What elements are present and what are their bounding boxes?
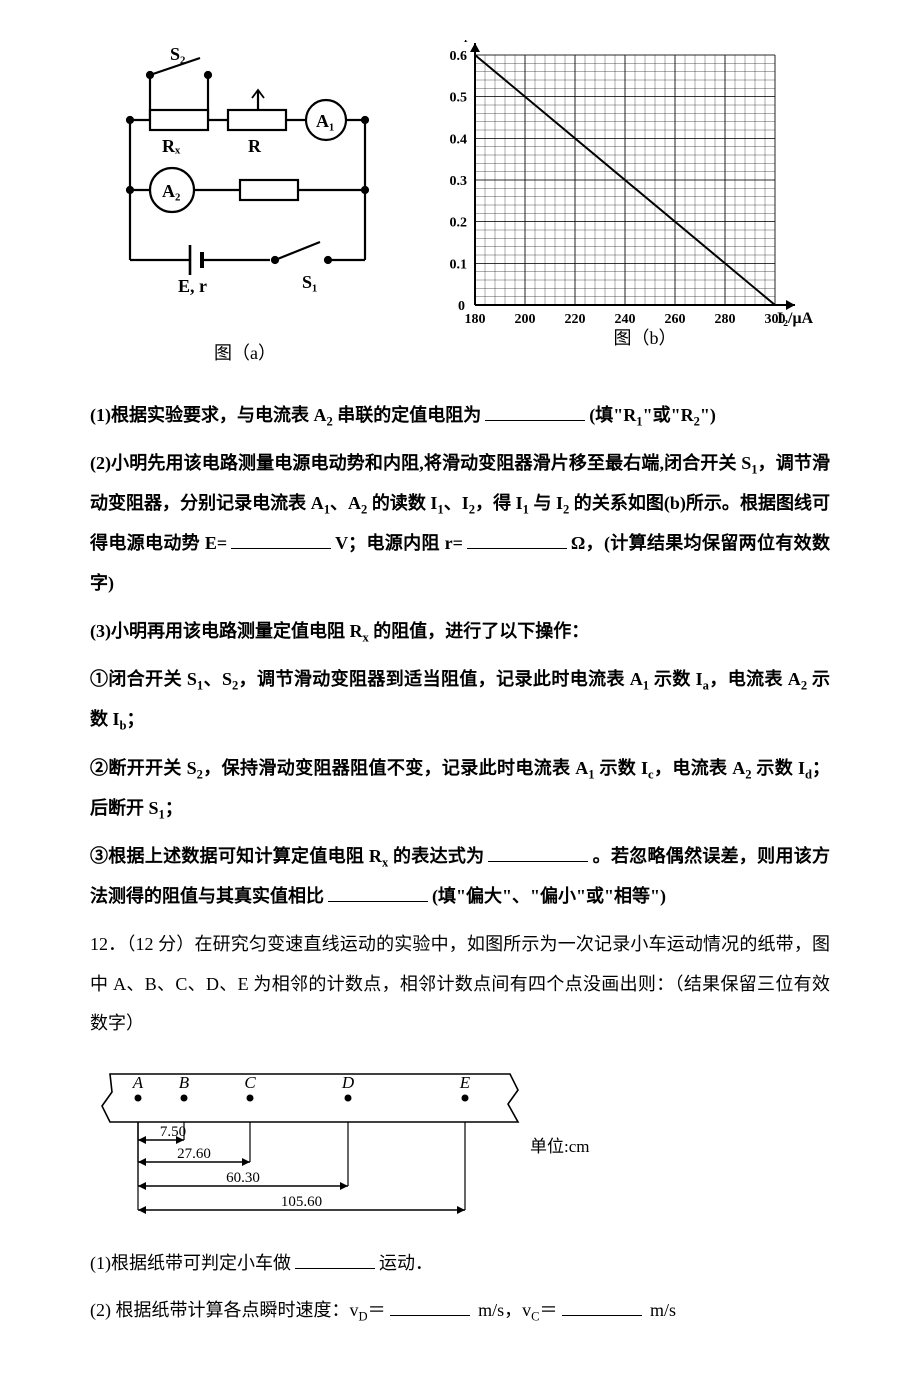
circuit-figure: S₂ Rₓ R A₁ A₂ E, r S₁ 图（a） xyxy=(90,40,400,374)
svg-text:I₁/A: I₁/A xyxy=(457,40,484,43)
graph-figure: 18020022024026028030000.10.20.30.40.50.6… xyxy=(420,40,820,350)
q3s1-t5: ，电流表 A xyxy=(709,669,801,689)
q3s2-t7: ； xyxy=(165,798,183,818)
q2-t7: 与 I xyxy=(529,493,563,513)
q3s3-t2: 的表达式为 xyxy=(388,846,484,866)
question-12-sub1: (1)根据纸带可判定小车做 运动． xyxy=(90,1244,830,1284)
q12s2-sD: D xyxy=(359,1310,368,1324)
svg-text:0: 0 xyxy=(458,299,465,314)
svg-text:0.5: 0.5 xyxy=(450,91,468,106)
svg-text:D: D xyxy=(341,1073,355,1092)
q12s1-t1: (1)根据纸带可判定小车做 xyxy=(90,1253,291,1273)
svg-text:27.60: 27.60 xyxy=(177,1146,211,1162)
q1-text-5: ") xyxy=(700,405,716,425)
blank-Rx-expr xyxy=(488,841,588,863)
svg-text:0.1: 0.1 xyxy=(450,257,468,272)
blank-r xyxy=(467,528,567,550)
svg-text:240: 240 xyxy=(615,312,636,327)
circuit-label-R: R xyxy=(248,136,262,156)
svg-text:0.2: 0.2 xyxy=(450,216,468,231)
svg-text:0.3: 0.3 xyxy=(450,174,468,189)
blank-q1 xyxy=(485,399,585,421)
blank-vD xyxy=(390,1295,470,1317)
q3s2-t2: ，保持滑动变阻器阻值不变，记录此时电流表 A xyxy=(203,758,588,778)
circuit-svg: S₂ Rₓ R A₁ A₂ E, r S₁ xyxy=(90,40,400,330)
graph-svg: 18020022024026028030000.10.20.30.40.50.6… xyxy=(420,40,820,350)
svg-text:A: A xyxy=(132,1073,144,1092)
q2-t5: 、I xyxy=(444,493,469,513)
tape-svg: A B C D E 7.50 27.60 60.30 105.60 单位:cm xyxy=(90,1062,630,1232)
figures-row: S₂ Rₓ R A₁ A₂ E, r S₁ 图（a） 180 200 220 240 2… xyxy=(90,40,830,374)
circuit-label-Er: E, r xyxy=(178,276,207,296)
svg-text:180: 180 xyxy=(465,312,486,327)
q3-t1: (3)小明再用该电路测量定值电阻 R xyxy=(90,621,363,641)
svg-text:I₂/μA: I₂/μA xyxy=(777,310,814,327)
question-2: (2)小明先用该电路测量电源电动势和内阻,将滑动变阻器滑片移至最右端,闭合开关 … xyxy=(90,444,830,604)
svg-text:105.60: 105.60 xyxy=(281,1194,322,1210)
q2-t3: 、A xyxy=(330,493,361,513)
q1-text-1: (1)根据实验要求，与电流表 A xyxy=(90,405,327,425)
q1-text-4: "或"R xyxy=(643,405,694,425)
circuit-caption: 图（a） xyxy=(90,334,400,374)
question-3: (3)小明再用该电路测量定值电阻 Rx 的阻值，进行了以下操作： xyxy=(90,612,830,652)
svg-text:单位:cm: 单位:cm xyxy=(530,1137,590,1156)
q12s1-t2: 运动． xyxy=(379,1253,433,1273)
circuit-label-S1: S₁ xyxy=(302,272,317,292)
question-12-sub2: (2) 根据纸带计算各点瞬时速度：vD＝ m/s，vC＝ m/s xyxy=(90,1291,830,1331)
tape-figure: A B C D E 7.50 27.60 60.30 105.60 单位:cm xyxy=(90,1062,830,1232)
svg-text:220: 220 xyxy=(565,312,586,327)
blank-motion xyxy=(295,1247,375,1269)
svg-text:图（b）: 图（b） xyxy=(614,328,677,348)
q3s2-t4: ，电流表 A xyxy=(654,758,746,778)
circuit-label-Rx: Rₓ xyxy=(162,136,181,156)
question-3-step3: ③根据上述数据可知计算定值电阻 Rx 的表达式为。若忽略偶然误差，则用该方法测得… xyxy=(90,837,830,917)
q3s1-t1: ①闭合开关 S xyxy=(90,669,197,689)
q1-text-2: 串联的定值电阻为 xyxy=(333,405,482,425)
q3s3-t1: ③根据上述数据可知计算定值电阻 R xyxy=(90,846,382,866)
svg-text:60.30: 60.30 xyxy=(226,1170,260,1186)
blank-vC xyxy=(562,1295,642,1317)
q12s2-sC: C xyxy=(531,1310,539,1324)
circuit-label-A2: A₂ xyxy=(162,181,180,201)
q2-t4: 的读数 I xyxy=(367,493,437,513)
svg-text:280: 280 xyxy=(715,312,736,327)
q12s2-t2: ＝ xyxy=(368,1300,386,1320)
q3s1-sb: b xyxy=(120,719,127,733)
q12s2-t3: m/s，v xyxy=(474,1300,532,1320)
blank-E xyxy=(231,528,331,550)
q3-t2: 的阻值，进行了以下操作： xyxy=(369,621,590,641)
question-3-step2: ②断开开关 S2，保持滑动变阻器阻值不变，记录此时电流表 A1 示数 Ic，电流… xyxy=(90,749,830,830)
q3s1-t3: ，调节滑动变阻器到适当阻值，记录此时电流表 A xyxy=(238,669,643,689)
blank-compare xyxy=(328,881,428,903)
svg-text:B: B xyxy=(179,1073,190,1092)
q3s3-t4: (填"偏大"、"偏小"或"相等") xyxy=(432,886,666,906)
q1-text-3: (填"R xyxy=(589,405,636,425)
q12s2-t5: m/s xyxy=(646,1300,677,1320)
q3s1-t7: ； xyxy=(127,709,145,729)
svg-text:260: 260 xyxy=(665,312,686,327)
question-3-step1: ①闭合开关 S1、S2，调节滑动变阻器到适当阻值，记录此时电流表 A1 示数 I… xyxy=(90,660,830,741)
svg-text:E: E xyxy=(459,1073,471,1092)
q2-t9: V；电源内阻 r= xyxy=(335,533,463,553)
q3s2-t3: 示数 I xyxy=(595,758,648,778)
circuit-label-A1: A₁ xyxy=(316,111,334,131)
q3s1-t2: 、S xyxy=(203,669,232,689)
circuit-label-S2: S₂ xyxy=(170,44,185,64)
svg-text:0.6: 0.6 xyxy=(450,49,468,64)
question-12: 12．（12 分）在研究匀变速直线运动的实验中，如图所示为一次记录小车运动情况的… xyxy=(90,925,830,1044)
svg-text:7.50: 7.50 xyxy=(160,1124,186,1140)
svg-text:0.4: 0.4 xyxy=(450,132,468,147)
q12s2-t1: (2) 根据纸带计算各点瞬时速度：v xyxy=(90,1300,359,1320)
svg-text:C: C xyxy=(244,1073,256,1092)
q2-t6: ，得 I xyxy=(475,493,523,513)
question-1: (1)根据实验要求，与电流表 A2 串联的定值电阻为(填"R1"或"R2") xyxy=(90,396,830,436)
q3s2-sd: d xyxy=(805,767,812,781)
svg-text:200: 200 xyxy=(515,312,536,327)
q12s2-t4: ＝ xyxy=(540,1300,558,1320)
q3s2-t1: ②断开开关 S xyxy=(90,758,197,778)
q3s1-t4: 示数 I xyxy=(649,669,703,689)
q2-t1: (2)小明先用该电路测量电源电动势和内阻,将滑动变阻器滑片移至最右端,闭合开关 … xyxy=(90,453,751,473)
q3s2-t5: 示数 I xyxy=(752,758,805,778)
